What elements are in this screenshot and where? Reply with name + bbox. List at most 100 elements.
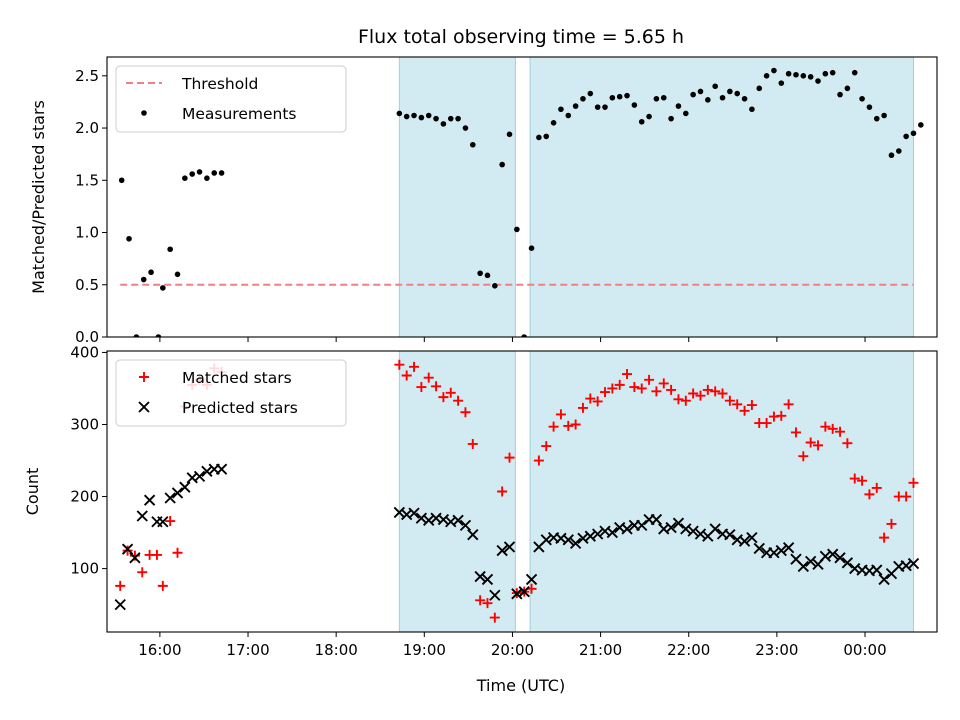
measurement-point [118, 177, 125, 184]
matched-star-point [732, 399, 743, 410]
predicted-star-point [114, 598, 126, 611]
legend-label: Measurements [182, 105, 297, 123]
measurement-point [126, 235, 132, 242]
predicted-star-point [415, 512, 428, 524]
legend-label: Threshold [181, 75, 258, 93]
measurement-point [807, 74, 814, 80]
measurement-point [580, 95, 586, 102]
predicted-star-point [136, 510, 148, 522]
measurement-point [800, 73, 807, 79]
measurement-point [660, 94, 667, 101]
measurement-point [477, 270, 483, 277]
measurement-point [484, 272, 491, 279]
predicted-star-point [393, 506, 406, 519]
predicted-star-point [782, 542, 795, 554]
predicted-star-point [157, 516, 169, 528]
observing-interval-band [398, 56, 516, 338]
measurement-point [851, 69, 858, 76]
measurement-point [565, 112, 572, 119]
predicted-star-point [459, 519, 472, 532]
matched-star-point [438, 392, 449, 403]
measurement-point [873, 115, 880, 122]
matched-star-point [622, 369, 633, 380]
predicted-star-point [819, 550, 832, 563]
measurement-point [455, 115, 461, 122]
predicted-star-point [540, 534, 552, 546]
matched-star-point [835, 426, 846, 437]
measurement-point [211, 170, 218, 176]
predicted-star-point [621, 523, 633, 535]
matched-star-point [857, 475, 868, 486]
predicted-star-point [562, 534, 574, 546]
predicted-star-point [489, 589, 501, 601]
predicted-star-point [503, 541, 516, 553]
matched-star-point [489, 612, 500, 623]
matched-star-point [482, 598, 493, 609]
matched-star-point [585, 393, 596, 404]
measurement-point [910, 130, 917, 137]
matched-star-point [394, 359, 405, 370]
measurement-point [447, 115, 454, 122]
measurement-point [521, 334, 528, 337]
plot-marks [114, 359, 920, 623]
measurement-point [425, 112, 432, 119]
predicted-star-point [569, 537, 582, 550]
y-axis-label: Count [23, 468, 42, 516]
measurement-point [148, 269, 154, 276]
x-tick-label: 19:00 [403, 641, 446, 659]
predicted-star-point [606, 526, 619, 539]
predicted-star-point [834, 552, 846, 564]
predicted-star-point [584, 530, 596, 542]
measurement-point [631, 102, 638, 108]
measurement-point [646, 113, 652, 120]
measurement-point [719, 94, 726, 101]
predicted-star-point [143, 494, 156, 506]
legend-box [115, 359, 347, 427]
legend-label: Predicted stars [182, 399, 298, 417]
predicted-star-point [680, 523, 692, 535]
measurement-point [741, 95, 748, 102]
measurement-point [594, 104, 601, 110]
measurement-point [218, 170, 225, 176]
matched-star-point [115, 580, 126, 591]
measurement-point [514, 226, 520, 233]
matched-star-point [165, 516, 176, 527]
measurement-point [616, 93, 623, 100]
matched-star-point [783, 399, 794, 410]
chart-title: Flux total observing time = 5.65 h [358, 26, 684, 48]
matched-star-point [820, 421, 831, 432]
matched-star-point [533, 455, 544, 466]
measurement-point [440, 121, 447, 127]
predicted-star-point [841, 557, 854, 569]
matched-star-point [467, 438, 478, 449]
matched-star-point [453, 395, 464, 406]
matched-star-point [695, 390, 706, 401]
matched-star-point [409, 361, 420, 372]
measurement-point [140, 276, 147, 283]
predicted-star-point [452, 514, 464, 526]
predicted-star-point [481, 573, 494, 586]
measurement-point [528, 245, 535, 251]
measurement-point [536, 134, 542, 141]
predicted-star-point [724, 529, 736, 541]
matched-star-point [541, 441, 552, 452]
measurement-point [189, 171, 196, 177]
x-tick-label: 00:00 [843, 641, 886, 659]
measurement-point [543, 133, 550, 140]
matched-star-point [673, 394, 684, 405]
measurement-point [697, 88, 704, 95]
y-tick-label: 0.0 [75, 328, 99, 346]
matched-star-point [901, 491, 912, 502]
measurement-point [690, 91, 696, 98]
matched-star-point [688, 388, 699, 399]
measurement-point [668, 115, 674, 122]
legend-label: Matched stars [182, 369, 292, 387]
measurement-point [587, 90, 594, 97]
predicted-star-point [753, 542, 765, 555]
x-tick-label: 22:00 [667, 641, 710, 659]
matched-star-point [172, 547, 183, 558]
matched-star-point [849, 473, 860, 484]
matched-star-point [864, 489, 875, 500]
measurement-point [837, 91, 843, 98]
predicted-star-point [437, 513, 450, 526]
